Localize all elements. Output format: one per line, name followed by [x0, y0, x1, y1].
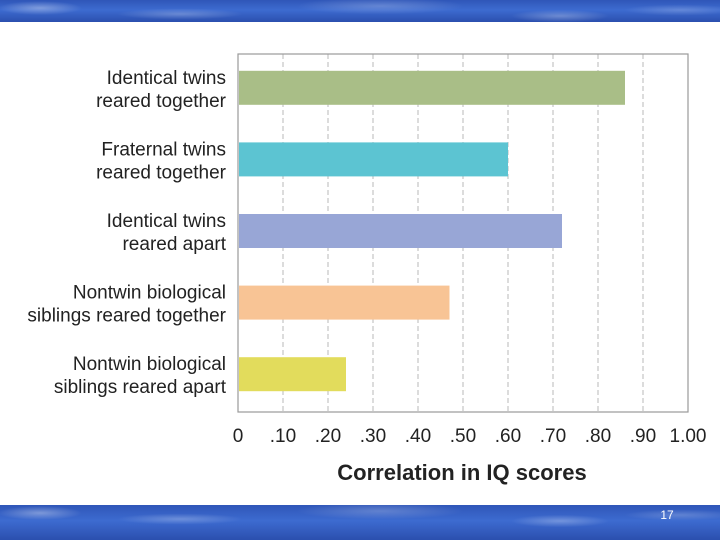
bar [239, 214, 562, 248]
plot-frame [237, 53, 689, 413]
category-label-line: reared apart [122, 234, 226, 255]
x-tick-label: .30 [360, 426, 386, 447]
category-labels: Identical twins reared togetherFraternal … [27, 68, 226, 398]
x-tick-label: .70 [540, 426, 566, 447]
category-label-line: siblings reared together [27, 306, 226, 327]
category-label-line: Nontwin biological [73, 354, 226, 375]
x-axis-title: Correlation in IQ scores [337, 460, 586, 485]
bar [239, 285, 450, 320]
iq-correlation-chart: Identical twins reared togetherFraternal … [27, 53, 707, 485]
category-label-line: reared together [96, 91, 227, 112]
category-label: Nontwin biological siblings reared apart [54, 354, 227, 398]
bar [239, 70, 625, 105]
x-tick-label: .80 [585, 426, 611, 447]
x-tick-label: .50 [450, 426, 476, 447]
x-tick-label: .40 [405, 426, 431, 447]
x-tick-labels: 0 .10 .20 .30 .40 .50 .60 .70 .80 .90 1.00 [233, 426, 707, 447]
bars [239, 70, 625, 392]
bar [239, 357, 346, 392]
category-label-line: Nontwin biological [73, 283, 226, 304]
x-tick-label: 1.00 [670, 426, 707, 447]
top-banner [0, 0, 720, 22]
category-label-line: siblings reared apart [54, 377, 227, 398]
x-tick-label: .20 [315, 426, 341, 447]
category-label-line: Identical twins [107, 68, 226, 89]
category-label: Fraternal twins reared together [96, 139, 227, 183]
x-tick-label: .60 [495, 426, 521, 447]
bottom-banner [0, 505, 720, 540]
bar [239, 142, 508, 177]
x-tick-label: 0 [233, 426, 244, 447]
category-label: Identical twins reared apart [107, 211, 227, 255]
slide-number: 17 [660, 508, 674, 522]
category-label-line: Fraternal twins [101, 139, 226, 160]
x-tick-label: .90 [630, 426, 656, 447]
category-label: Nontwin biological siblings reared togeth… [27, 283, 226, 327]
category-label: Identical twins reared together [96, 68, 227, 112]
category-label-line: reared together [96, 162, 227, 183]
x-tick-label: .10 [270, 426, 296, 447]
category-label-line: Identical twins [107, 211, 226, 232]
